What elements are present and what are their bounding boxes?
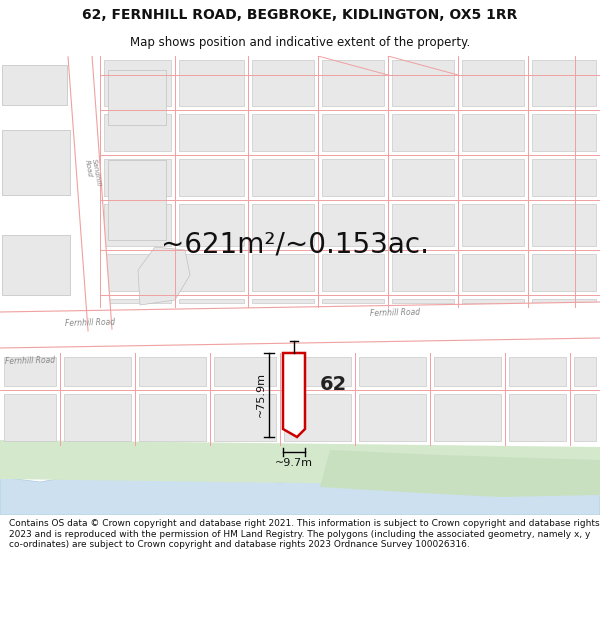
Bar	[532, 204, 596, 246]
Text: Fernhill Road: Fernhill Road	[5, 356, 55, 366]
Text: Fernhill Road: Fernhill Road	[370, 308, 421, 318]
Bar	[434, 394, 501, 441]
Bar	[2, 130, 70, 195]
Bar	[179, 159, 244, 196]
Bar	[104, 159, 171, 196]
Bar	[214, 394, 276, 441]
Text: ~9.7m: ~9.7m	[275, 458, 313, 468]
Polygon shape	[0, 440, 600, 487]
Bar	[2, 235, 70, 295]
Bar	[359, 394, 426, 441]
Text: 62: 62	[319, 376, 347, 394]
Bar	[139, 357, 206, 386]
Bar	[4, 357, 56, 386]
Bar	[139, 394, 206, 441]
Bar	[532, 60, 596, 106]
Bar	[179, 60, 244, 106]
Bar	[509, 357, 566, 386]
Bar	[4, 394, 56, 441]
Bar	[392, 114, 454, 151]
Bar	[434, 357, 501, 386]
Bar	[214, 357, 276, 386]
Bar	[359, 357, 426, 386]
Polygon shape	[138, 247, 190, 305]
Bar	[104, 299, 171, 303]
Bar	[108, 70, 166, 125]
Bar	[532, 299, 596, 303]
Bar	[252, 114, 314, 151]
Bar	[392, 254, 454, 291]
Text: Map shows position and indicative extent of the property.: Map shows position and indicative extent…	[130, 36, 470, 49]
Bar	[322, 254, 384, 291]
Bar	[462, 114, 524, 151]
Bar	[179, 254, 244, 291]
Text: ~621m²/~0.153ac.: ~621m²/~0.153ac.	[161, 231, 429, 259]
Bar	[284, 357, 351, 386]
Bar	[252, 60, 314, 106]
Bar	[509, 394, 566, 441]
Bar	[392, 159, 454, 196]
Bar	[462, 204, 524, 246]
Bar	[179, 299, 244, 303]
Bar	[322, 60, 384, 106]
Bar	[2, 65, 67, 105]
Bar	[179, 204, 244, 246]
Bar	[322, 159, 384, 196]
Bar	[104, 60, 171, 106]
Polygon shape	[0, 473, 600, 515]
Bar	[574, 357, 596, 386]
Bar	[574, 394, 596, 441]
Bar	[462, 60, 524, 106]
Bar	[392, 60, 454, 106]
Bar	[252, 204, 314, 246]
Bar	[322, 204, 384, 246]
Bar	[179, 114, 244, 151]
Bar	[532, 254, 596, 291]
Text: Contains OS data © Crown copyright and database right 2021. This information is : Contains OS data © Crown copyright and d…	[9, 519, 599, 549]
Bar	[104, 114, 171, 151]
Bar	[462, 299, 524, 303]
Bar	[252, 299, 314, 303]
Bar	[462, 159, 524, 196]
Bar	[108, 160, 166, 240]
Bar	[104, 254, 171, 291]
Bar	[64, 394, 131, 441]
Bar	[64, 357, 131, 386]
Bar	[532, 159, 596, 196]
Bar	[104, 204, 171, 246]
Bar	[322, 114, 384, 151]
Bar	[322, 299, 384, 303]
Bar	[284, 394, 351, 441]
Text: Sandhill
Road: Sandhill Road	[84, 158, 102, 188]
Bar	[462, 254, 524, 291]
Bar	[252, 159, 314, 196]
Bar	[532, 114, 596, 151]
Text: ~75.9m: ~75.9m	[256, 372, 266, 418]
Polygon shape	[283, 353, 305, 437]
Text: 62, FERNHILL ROAD, BEGBROKE, KIDLINGTON, OX5 1RR: 62, FERNHILL ROAD, BEGBROKE, KIDLINGTON,…	[82, 8, 518, 22]
Polygon shape	[320, 450, 600, 497]
Polygon shape	[0, 302, 600, 348]
Bar	[252, 254, 314, 291]
Text: Fernhill Road: Fernhill Road	[65, 318, 115, 328]
Polygon shape	[68, 55, 112, 331]
Bar	[392, 299, 454, 303]
Bar	[392, 204, 454, 246]
